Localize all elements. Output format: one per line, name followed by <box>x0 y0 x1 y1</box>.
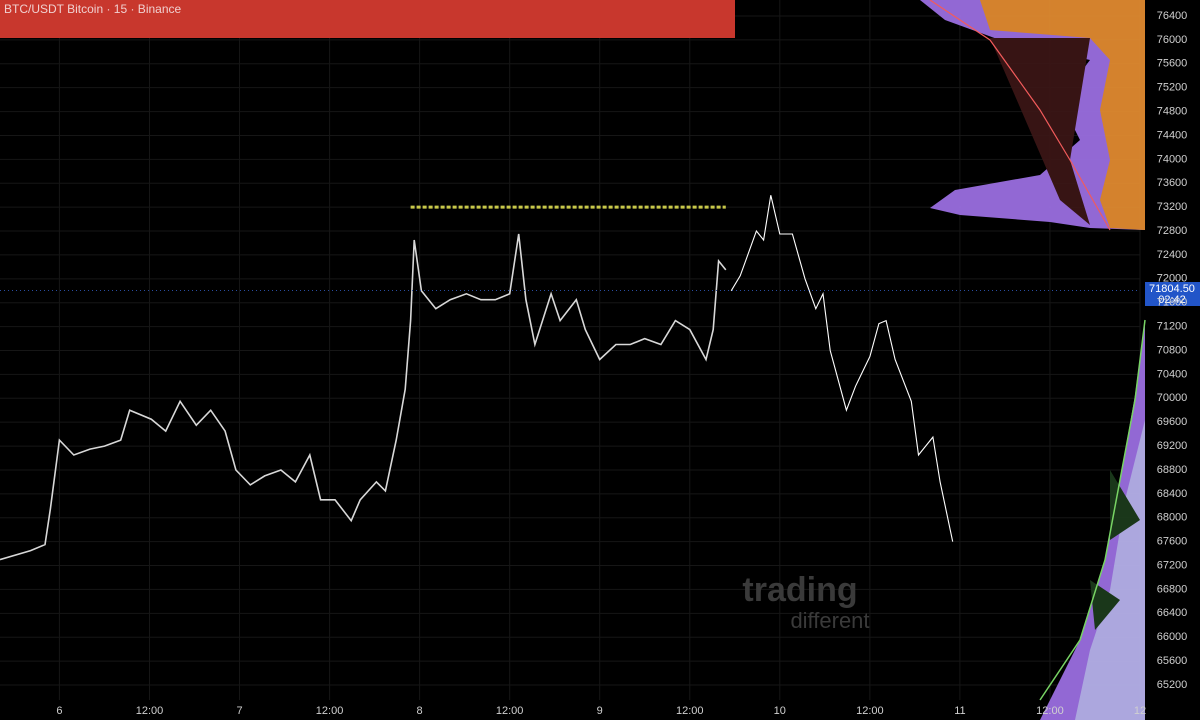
y-tick-label: 67200 <box>1157 559 1188 571</box>
y-tick-label: 76400 <box>1157 10 1188 22</box>
y-tick-label: 68000 <box>1157 512 1188 524</box>
y-tick-label: 72000 <box>1157 273 1188 285</box>
y-tick-label: 70400 <box>1157 368 1188 380</box>
grid <box>0 0 1141 700</box>
x-tick-label: 12:00 <box>856 705 884 717</box>
y-tick-label: 74800 <box>1157 105 1188 117</box>
x-tick-label: 12:00 <box>316 705 344 717</box>
x-tick-label: 12:00 <box>1036 705 1064 717</box>
y-tick-label: 65600 <box>1157 655 1188 667</box>
x-tick-label: 8 <box>417 705 423 717</box>
x-tick-label: 10 <box>774 705 786 717</box>
last-price-label: 71804.50 <box>1149 283 1195 295</box>
y-tick-label: 66400 <box>1157 607 1188 619</box>
y-tick-label: 75600 <box>1157 58 1188 70</box>
price-line <box>730 195 954 542</box>
watermark: trading <box>742 571 857 609</box>
y-tick-label: 66000 <box>1157 631 1188 643</box>
plot <box>0 195 1140 561</box>
watermark: different <box>790 608 869 633</box>
y-tick-label: 71200 <box>1157 321 1188 333</box>
y-tick-label: 74400 <box>1157 129 1188 141</box>
y-tick-label: 73200 <box>1157 201 1188 213</box>
y-tick-label: 71600 <box>1157 297 1188 309</box>
header-bar <box>0 0 735 38</box>
y-tick-label: 70800 <box>1157 344 1188 356</box>
y-tick-label: 72400 <box>1157 249 1188 261</box>
x-tick-label: 6 <box>56 705 62 717</box>
y-tick-label: 73600 <box>1157 177 1188 189</box>
y-tick-label: 65200 <box>1157 679 1188 691</box>
y-tick-label: 69200 <box>1157 440 1188 452</box>
x-tick-label: 12:00 <box>496 705 524 717</box>
price-tag <box>1145 282 1200 306</box>
y-tick-label: 66800 <box>1157 583 1188 595</box>
x-tick-label: 12:00 <box>676 705 704 717</box>
y-tick-label: 68800 <box>1157 464 1188 476</box>
y-tick-label: 69600 <box>1157 416 1188 428</box>
y-tick-label: 67600 <box>1157 536 1188 548</box>
y-tick-label: 76000 <box>1157 34 1188 46</box>
y-tick-label: 74000 <box>1157 153 1188 165</box>
y-tick-label: 68400 <box>1157 488 1188 500</box>
y-tick-label: 70000 <box>1157 392 1188 404</box>
x-tick-label: 12:00 <box>136 705 164 717</box>
volume-profile <box>920 0 1146 720</box>
x-tick-label: 12 <box>1134 705 1146 717</box>
chart-title: BTC/USDT Bitcoin · 15 · Binance <box>4 2 182 16</box>
countdown: 02:42 <box>1158 294 1186 306</box>
x-tick-label: 9 <box>597 705 603 717</box>
price-line <box>0 233 727 561</box>
x-tick-label: 11 <box>954 705 965 717</box>
x-tick-label: 7 <box>236 705 242 717</box>
y-tick-label: 72800 <box>1157 225 1188 237</box>
y-tick-label: 75200 <box>1157 82 1188 94</box>
